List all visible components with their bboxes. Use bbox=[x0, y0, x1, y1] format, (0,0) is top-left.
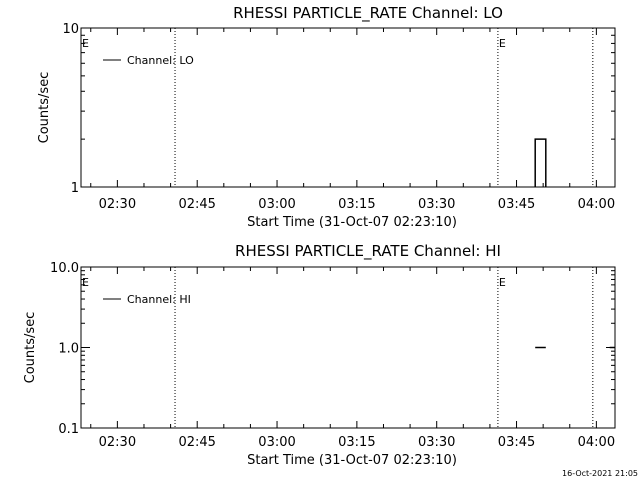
legend: Channel: LO bbox=[103, 54, 194, 67]
x-tick-label: 02:45 bbox=[178, 435, 215, 450]
marker-label: E bbox=[82, 37, 89, 50]
y-tick-label: 10.0 bbox=[50, 261, 79, 276]
marker-label: E bbox=[499, 276, 506, 289]
plot-frame bbox=[80, 266, 616, 429]
y-tick-label: 10 bbox=[62, 22, 79, 37]
chart-title: RHESSI PARTICLE_RATE Channel: LO bbox=[233, 4, 503, 23]
x-tick-label: 03:45 bbox=[498, 197, 535, 212]
y-tick-label: 0.1 bbox=[58, 422, 79, 437]
x-tick-label: 03:15 bbox=[338, 197, 375, 212]
x-tick-label: 04:00 bbox=[578, 435, 615, 450]
x-tick-label: 03:45 bbox=[498, 435, 535, 450]
chart-title: RHESSI PARTICLE_RATE Channel: HI bbox=[235, 242, 501, 261]
x-tick-label: 03:30 bbox=[418, 197, 455, 212]
legend-entry: Channel: HI bbox=[127, 293, 191, 306]
x-tick-label: 04:00 bbox=[578, 197, 615, 212]
y-tick-label: 1.0 bbox=[58, 342, 79, 357]
x-tick-label: 02:30 bbox=[99, 435, 136, 450]
x-axis-label: Start Time (31-Oct-07 02:23:10) bbox=[247, 453, 457, 468]
chart-panel-2: RHESSI PARTICLE_RATE Channel: HI 02:30 02:… bbox=[23, 242, 616, 468]
marker-label: E bbox=[499, 37, 506, 50]
x-tick-label: 03:15 bbox=[338, 435, 375, 450]
x-tick-label: 03:00 bbox=[258, 197, 295, 212]
legend: Channel: HI bbox=[103, 293, 191, 306]
x-tick-label: 02:45 bbox=[178, 197, 215, 212]
series-line bbox=[534, 138, 547, 187]
legend-entry: Channel: LO bbox=[127, 54, 194, 67]
chart-panel-1: RHESSI PARTICLE_RATE Channel: LO 02:30 02:… bbox=[37, 4, 616, 230]
y-axis-label: Counts/sec bbox=[23, 312, 38, 384]
x-tick-label: 03:00 bbox=[258, 435, 295, 450]
x-tick-label: 03:30 bbox=[418, 435, 455, 450]
x-tick-label: 02:30 bbox=[99, 197, 136, 212]
x-axis-label: Start Time (31-Oct-07 02:23:10) bbox=[247, 215, 457, 230]
y-axis-label: Counts/sec bbox=[37, 72, 52, 144]
marker-label: E bbox=[82, 276, 89, 289]
plot-frame bbox=[80, 27, 616, 188]
y-tick-label: 1 bbox=[71, 181, 79, 196]
timestamp-stamp: 16-Oct-2021 21:05 bbox=[562, 469, 638, 478]
